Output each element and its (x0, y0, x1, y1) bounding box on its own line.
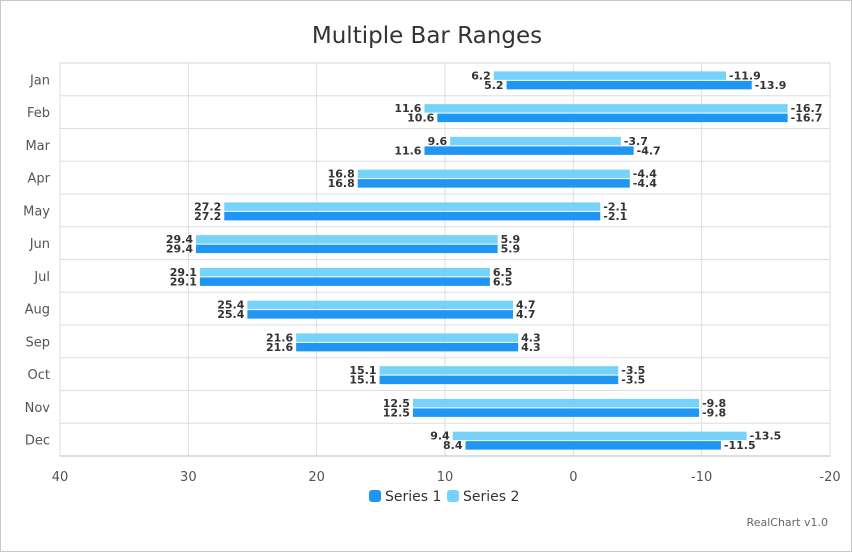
x-tick-label: -10 (691, 470, 712, 485)
bar-high-label: 4.3 (521, 341, 541, 354)
bar-series-2-mar[interactable] (450, 137, 621, 146)
legend-label: Series 2 (463, 489, 519, 505)
bar-series-1-mar[interactable] (424, 146, 633, 155)
bar-low-label: 10.6 (407, 112, 434, 125)
bar-series-2-jul[interactable] (200, 268, 490, 277)
y-category-label: Sep (25, 335, 50, 350)
y-category-label: Jan (29, 73, 50, 88)
bar-series-1-aug[interactable] (247, 310, 513, 319)
bar-series-1-dec[interactable] (466, 441, 721, 450)
chart-svg: 40 30 20 10 0 -10 -20 Jan Feb Mar Apr May Jun Jul Aug S… (1, 1, 852, 521)
bar-high-label: -13.9 (755, 79, 787, 92)
x-tick-label: 10 (437, 470, 454, 485)
legend-marker-series-2[interactable] (447, 490, 459, 502)
y-category-label: Jul (33, 270, 50, 285)
bar-low-label: 15.1 (349, 374, 376, 387)
bar-high-label: -4.7 (637, 144, 661, 157)
bar-low-label: 8.4 (443, 439, 463, 452)
bar-low-label: 16.8 (328, 177, 355, 190)
y-category-label: Nov (25, 401, 51, 416)
bar-series-2-sep[interactable] (296, 333, 518, 342)
bar-high-label: -2.1 (603, 210, 627, 223)
bar-series-2-apr[interactable] (358, 170, 630, 179)
bar-high-label: 4.7 (516, 308, 536, 321)
y-category-label: Aug (25, 303, 50, 318)
x-tick-label: -20 (819, 470, 840, 485)
bar-series-1-oct[interactable] (380, 376, 619, 385)
bar-series-2-nov[interactable] (413, 399, 699, 408)
x-tick-label: 0 (569, 470, 577, 485)
bar-series-1-apr[interactable] (358, 179, 630, 188)
bar-low-label: 21.6 (266, 341, 293, 354)
bar-series-1-jun[interactable] (196, 245, 498, 254)
x-tick-label: 20 (308, 470, 325, 485)
bar-series-1-may[interactable] (224, 212, 600, 221)
bar-high-label: -3.5 (621, 374, 645, 387)
legend-label: Series 1 (385, 489, 441, 505)
y-category-label: Dec (25, 434, 50, 449)
bar-series-2-jan[interactable] (494, 71, 726, 80)
x-tick-label: 30 (180, 470, 197, 485)
bar-series-1-jan[interactable] (507, 81, 752, 90)
bar-high-label: -16.7 (791, 112, 823, 125)
bar-series-2-dec[interactable] (453, 432, 747, 441)
bar-high-label: 6.5 (493, 275, 512, 288)
bar-low-label: 29.1 (170, 275, 197, 288)
bar-low-label: 29.4 (166, 243, 193, 256)
y-category-label: Oct (28, 368, 50, 383)
x-tick-label: 40 (52, 470, 69, 485)
bar-high-label: -11.5 (724, 439, 756, 452)
bar-high-label: 5.9 (501, 243, 521, 256)
bar-high-label: -9.8 (702, 406, 726, 419)
bar-low-label: 5.2 (484, 79, 504, 92)
bar-series-1-feb[interactable] (437, 114, 787, 123)
bar-low-label: 27.2 (194, 210, 221, 223)
bar-low-label: 25.4 (217, 308, 244, 321)
bar-series-2-aug[interactable] (247, 301, 513, 310)
bar-series-2-oct[interactable] (380, 366, 619, 375)
bar-series-1-nov[interactable] (413, 408, 699, 417)
y-category-label: Jun (29, 237, 50, 252)
bar-high-label: -4.4 (633, 177, 657, 190)
chart-credit: RealChart v1.0 (747, 516, 828, 529)
bar-low-label: 12.5 (383, 406, 410, 419)
bar-series-1-jul[interactable] (200, 277, 490, 286)
bar-series-2-jun[interactable] (196, 235, 498, 244)
bar-low-label: 9.6 (428, 135, 448, 148)
legend-marker-series-1[interactable] (369, 490, 381, 502)
bar-series-2-feb[interactable] (424, 104, 787, 113)
y-category-label: Mar (25, 139, 50, 154)
bar-series-1-sep[interactable] (296, 343, 518, 352)
y-category-label: Feb (27, 106, 50, 121)
bar-series-2-may[interactable] (224, 202, 600, 211)
bar-low-label: 11.6 (394, 144, 421, 157)
y-category-label: Apr (28, 172, 51, 187)
y-category-label: May (23, 204, 50, 219)
